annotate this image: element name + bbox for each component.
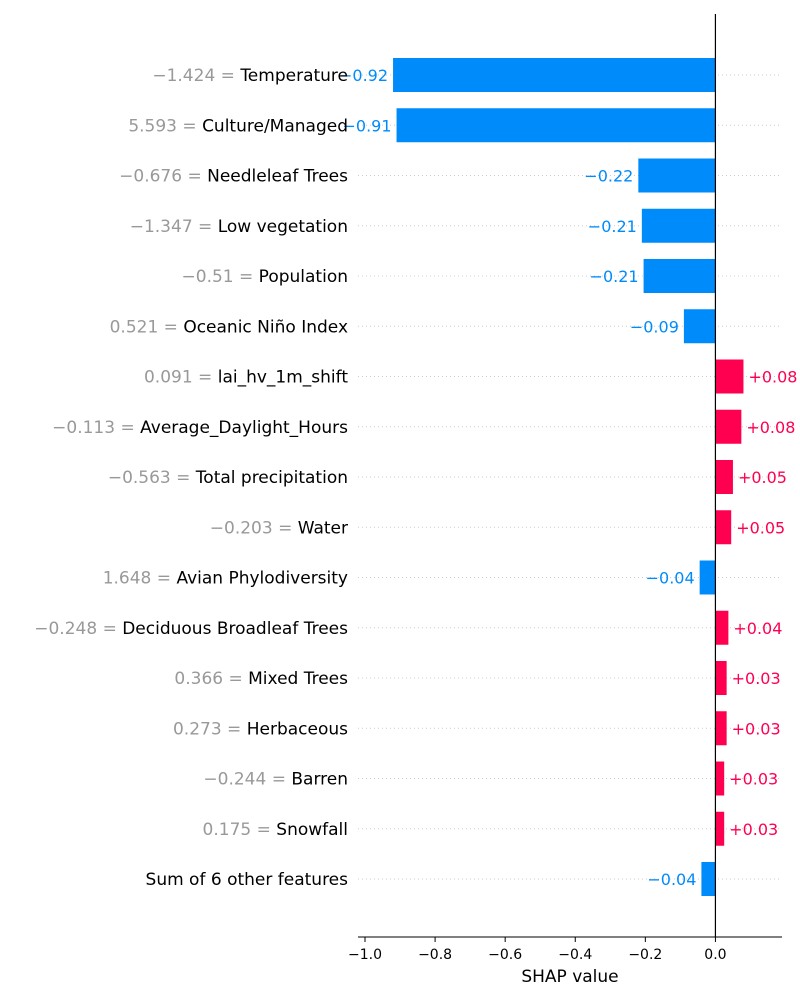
feature-name: Total precipitation [195, 468, 348, 488]
bar-value-label: −0.04 [647, 870, 696, 889]
bar-7 [715, 359, 744, 394]
feature-label: 0.091 = lai_hv_1m_shift [144, 368, 348, 388]
bar-value-label: +0.03 [729, 820, 778, 839]
feature-value: −0.248 = [34, 619, 122, 639]
bar-14 [715, 711, 727, 746]
bar-value-label: −0.09 [630, 317, 679, 336]
feature-name: Sum of 6 other features [146, 870, 349, 890]
bar-4 [641, 208, 716, 243]
feature-label: −1.424 = Temperature [152, 66, 348, 86]
bar-12 [715, 610, 729, 645]
feature-name: Oceanic Niño Index [183, 317, 348, 337]
bar-value-label: +0.03 [732, 669, 781, 688]
x-tick-label: 0.0 [704, 947, 726, 963]
feature-value: 1.648 = [103, 569, 177, 589]
feature-label: 0.175 = Snowfall [203, 820, 348, 840]
x-tick-label: −0.6 [488, 947, 522, 963]
bar-6 [683, 309, 716, 344]
feature-label: −0.563 = Total precipitation [108, 468, 348, 488]
bar-value-label: +0.05 [736, 518, 785, 537]
bar-10 [715, 510, 732, 545]
bar-value-label: −0.21 [590, 267, 639, 286]
x-tick-label: −0.2 [628, 947, 662, 963]
feature-name: Low vegetation [218, 217, 348, 237]
feature-label: 1.648 = Avian Phylodiversity [103, 569, 348, 589]
bar-2 [396, 108, 716, 143]
x-axis: −1.0 −0.8 −0.6 −0.4 −0.2 0.0 SHAP value [348, 936, 782, 987]
feature-label: 0.521 = Oceanic Niño Index [110, 317, 348, 337]
bar-value-label: +0.03 [729, 770, 778, 789]
feature-value: −0.563 = [108, 468, 196, 488]
feature-name: Avian Phylodiversity [176, 569, 348, 589]
feature-value: 0.366 = [174, 669, 248, 689]
feature-label: Sum of 6 other features [146, 870, 349, 890]
feature-name: Average_Daylight_Hours [140, 418, 348, 438]
bar-3 [638, 158, 716, 193]
feature-label: −1.347 = Low vegetation [130, 217, 348, 237]
feature-label: 0.273 = Herbaceous [173, 719, 348, 739]
x-tick-label: −0.4 [558, 947, 592, 963]
bar-1 [393, 58, 716, 92]
bar-value-label: −0.22 [584, 167, 633, 186]
feature-label: −0.51 = Population [182, 267, 348, 287]
feature-label: 5.593 = Culture/Managed [128, 116, 348, 136]
feature-value: −0.676 = [119, 167, 207, 187]
feature-label: −0.244 = Barren [203, 770, 348, 790]
feature-name: Needleleaf Trees [207, 167, 348, 187]
feature-label: 0.366 = Mixed Trees [174, 669, 348, 689]
feature-name: Herbaceous [247, 719, 348, 739]
feature-value: −0.244 = [203, 770, 291, 790]
bar-value-label: +0.04 [733, 619, 782, 638]
bar-value-label: +0.03 [732, 719, 781, 738]
bar-layer [393, 58, 744, 896]
bar-value-label: −0.91 [343, 116, 392, 135]
feature-name: Water [298, 518, 348, 538]
feature-label: −0.113 = Average_Daylight_Hours [52, 418, 348, 438]
bar-8 [715, 409, 742, 444]
bar-value-label: +0.08 [748, 368, 797, 387]
feature-name: Culture/Managed [202, 116, 348, 136]
feature-value: −0.51 = [182, 267, 259, 287]
feature-value: −1.424 = [152, 66, 240, 86]
bar-value-label: −0.92 [339, 66, 388, 85]
bar-9 [715, 460, 733, 494]
feature-name: lai_hv_1m_shift [218, 368, 349, 388]
feature-value: 5.593 = [128, 116, 202, 136]
bar-15 [715, 761, 725, 796]
feature-label: −0.203 = Water [210, 518, 348, 538]
bar-13 [715, 661, 727, 695]
bar-value-label: −0.04 [646, 569, 695, 588]
feature-value: −0.203 = [210, 518, 298, 538]
feature-name: Deciduous Broadleaf Trees [122, 619, 348, 639]
feature-name: Mixed Trees [248, 669, 348, 689]
feature-name: Population [259, 267, 348, 287]
feature-label: −0.248 = Deciduous Broadleaf Trees [34, 619, 348, 639]
feature-value: 0.091 = [144, 368, 218, 388]
feature-value: −0.113 = [52, 418, 140, 438]
bar-value-label: +0.05 [738, 468, 787, 487]
bar-value-label: −0.21 [588, 217, 637, 236]
feature-value: 0.521 = [110, 317, 184, 337]
grid-layer [358, 74, 782, 880]
x-tick-label: −1.0 [348, 947, 382, 963]
feature-name: Barren [291, 770, 348, 790]
bar-17 [701, 862, 716, 896]
bar-value-label: +0.08 [746, 418, 795, 437]
feature-value: −1.347 = [130, 217, 218, 237]
x-axis-ticks: −1.0 −0.8 −0.6 −0.4 −0.2 0.0 [348, 937, 727, 963]
bar-label-layer: −0.92 −0.91 −0.22 −0.21 −0.21 −0.09 +0.08 +0.08… [339, 66, 797, 889]
x-tick-label: −0.8 [418, 947, 452, 963]
feature-name: Temperature [239, 66, 348, 86]
bar-11 [699, 560, 716, 595]
feature-label: −0.676 = Needleleaf Trees [119, 167, 348, 187]
feature-label-layer: −1.424 = Temperature 5.593 = Culture/Mana… [34, 66, 348, 890]
feature-value: 0.273 = [173, 719, 247, 739]
feature-value: 0.175 = [203, 820, 277, 840]
feature-name: Snowfall [276, 820, 348, 840]
x-axis-label: SHAP value [521, 967, 618, 987]
bar-5 [643, 259, 716, 293]
bar-16 [715, 811, 725, 846]
